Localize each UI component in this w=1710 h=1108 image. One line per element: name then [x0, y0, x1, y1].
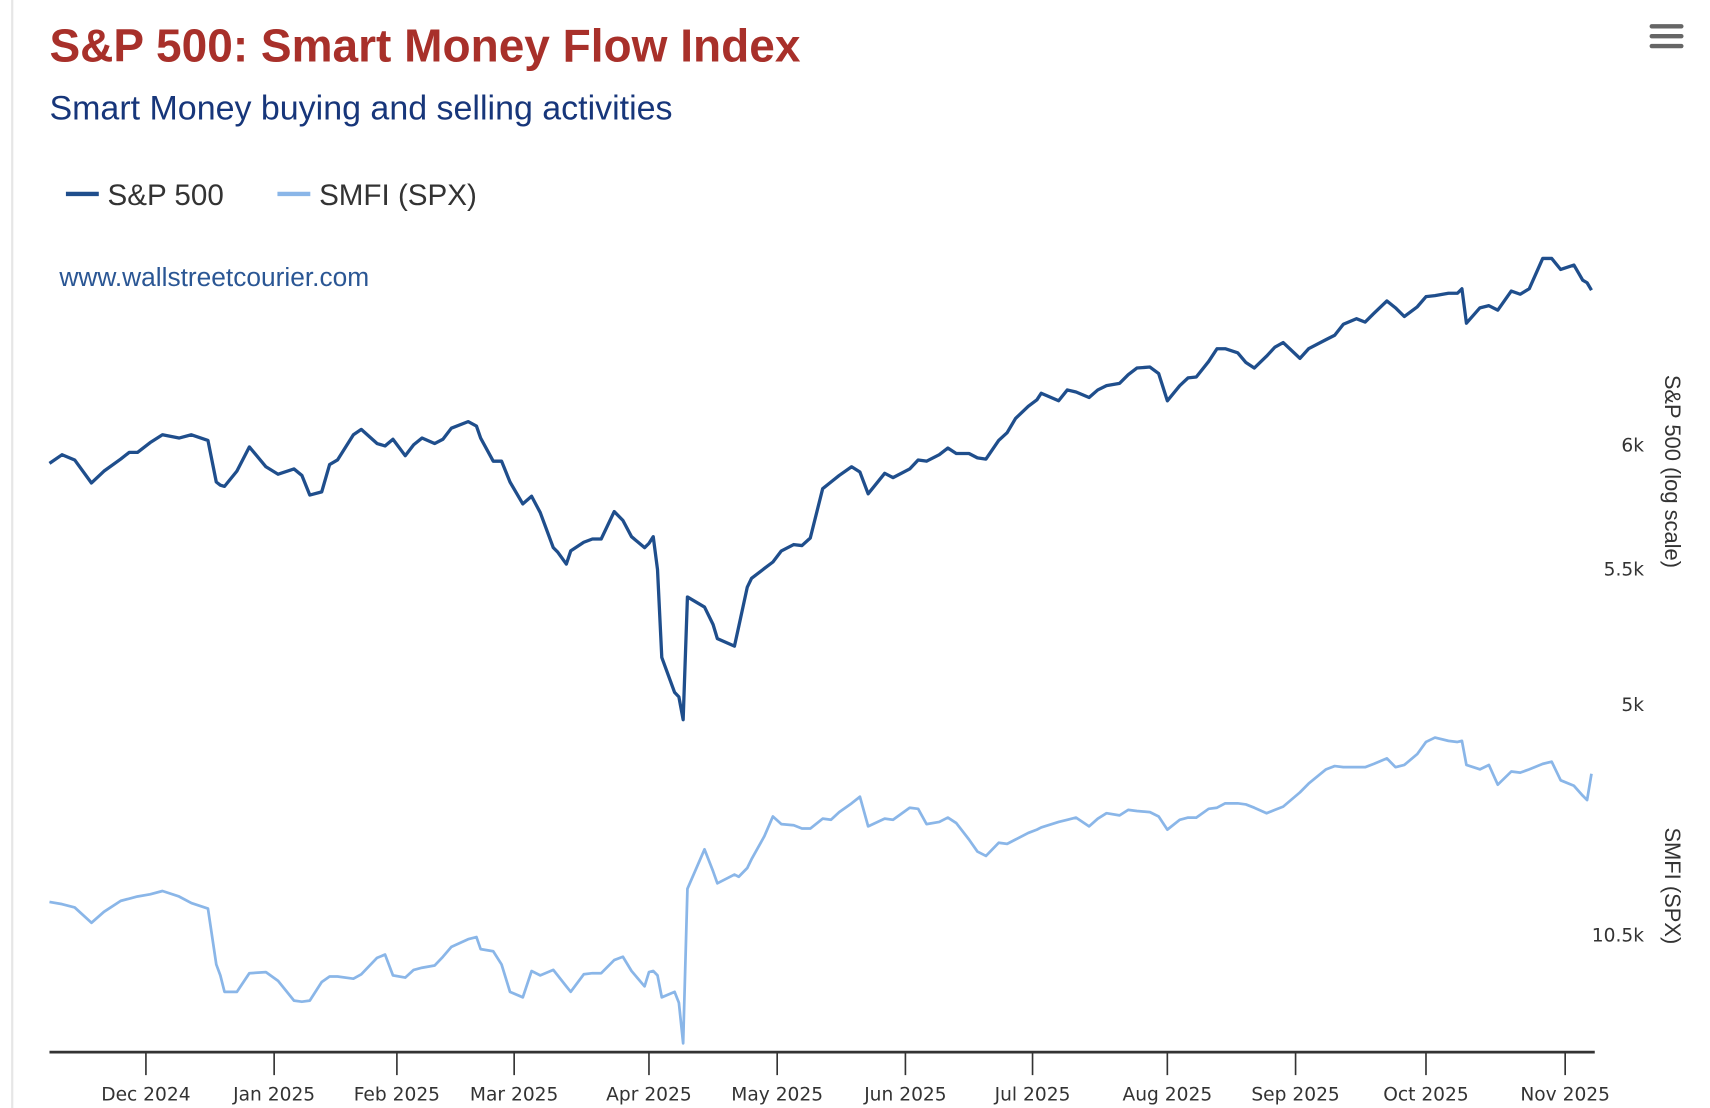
x-axis: Dec 2024 Jan 2025 Feb 2025 Mar 2025 Apr 2025…	[49, 1050, 1610, 1105]
y-tick-label: 5k	[1621, 695, 1644, 716]
x-tick-label: Sep 2025	[1251, 1084, 1339, 1105]
x-tick-label: Aug 2025	[1123, 1084, 1213, 1105]
credit-link[interactable]: www.wallstreetcourier.com	[58, 262, 369, 292]
x-tick-label: Feb 2025	[354, 1084, 440, 1105]
y-axis-sp500: 6k 5.5k 5k	[1604, 435, 1645, 716]
x-tick-label: Jul 2025	[994, 1084, 1071, 1105]
legend-item-smfi[interactable]: SMFI (SPX)	[277, 179, 477, 212]
legend-label-smfi: SMFI (SPX)	[319, 179, 477, 212]
x-tick-label: Jan 2025	[232, 1084, 315, 1105]
y-tick-label: 5.5k	[1604, 559, 1645, 580]
y-axis-title-sp500: S&P 500 (log scale)	[1660, 375, 1685, 568]
y-axis-title-smfi: SMFI (SPX)	[1660, 827, 1685, 944]
x-tick-label: Mar 2025	[470, 1084, 558, 1105]
x-tick-label: Dec 2024	[101, 1084, 190, 1105]
y-tick-label: 6k	[1621, 435, 1644, 456]
hamburger-menu-icon	[1649, 24, 1684, 49]
series-line-smfi[interactable]	[49, 736, 1593, 1045]
legend-item-sp500[interactable]: S&P 500	[65, 179, 224, 212]
series-layer	[48, 256, 1593, 1045]
chart-subtitle: Smart Money buying and selling activitie…	[49, 89, 672, 127]
x-tick-label: Nov 2025	[1520, 1084, 1610, 1105]
legend-label-sp500: S&P 500	[108, 179, 224, 212]
x-tick-label: Apr 2025	[606, 1084, 692, 1105]
x-tick-label: May 2025	[731, 1084, 823, 1105]
x-tick-label: Jun 2025	[863, 1084, 946, 1105]
y-axis-smfi: 10.5k	[1592, 925, 1644, 946]
legend: S&P 500 SMFI (SPX)	[65, 179, 477, 212]
y-tick-label: 10.5k	[1592, 925, 1644, 946]
menu-button[interactable]	[1644, 16, 1690, 55]
series-line-sp500[interactable]	[48, 256, 1593, 722]
x-tick-label: Oct 2025	[1383, 1084, 1469, 1105]
chart-title: S&P 500: Smart Money Flow Index	[49, 19, 800, 71]
